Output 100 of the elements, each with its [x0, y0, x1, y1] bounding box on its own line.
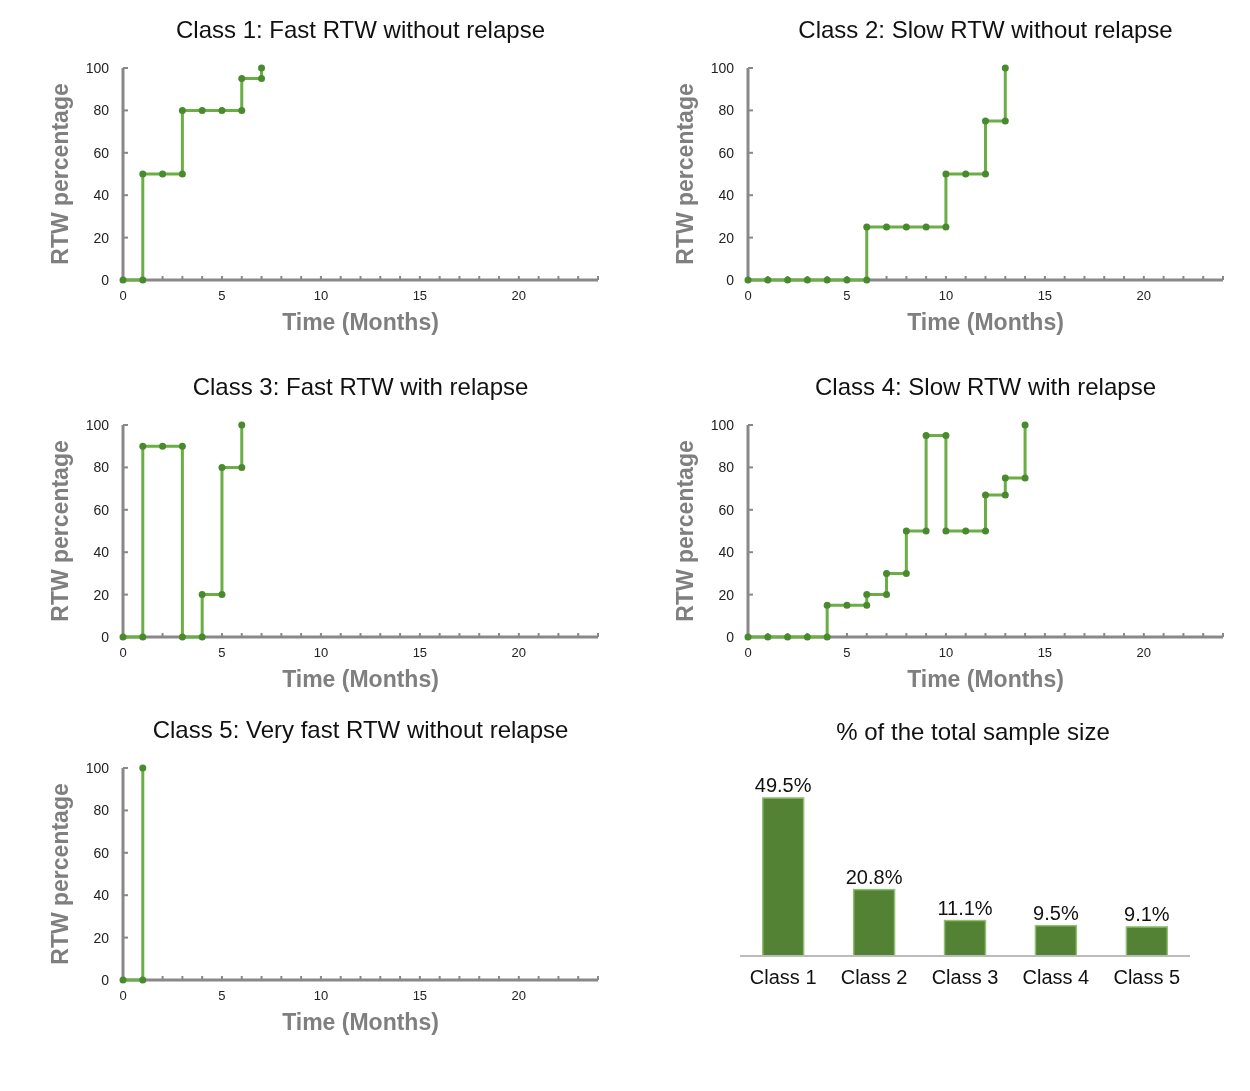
point	[238, 75, 246, 83]
point	[258, 64, 266, 72]
y-tick-label: 100	[710, 417, 735, 433]
point	[883, 569, 891, 577]
y-tick-label: 80	[718, 102, 735, 119]
y-tick-label: 100	[710, 60, 735, 76]
y-axis-title: RTW percentage	[47, 440, 73, 622]
x-tick-label: 5	[843, 645, 851, 660]
point	[139, 170, 147, 178]
x-tick-label: 0	[744, 288, 752, 303]
point	[218, 463, 226, 471]
chart-title: Class 3: Fast RTW with relapse	[192, 373, 529, 400]
x-tick-label: Class 1	[749, 966, 817, 988]
y-tick-label: 60	[718, 144, 735, 161]
x-tick-label: Class 4	[1022, 966, 1090, 988]
point	[863, 591, 871, 599]
point	[258, 75, 266, 83]
x-tick-label: 10	[313, 645, 329, 660]
x-tick-label: Class 2	[840, 966, 908, 988]
point	[843, 601, 851, 609]
y-tick-label: 0	[101, 272, 110, 288]
x-tick-label: Class 5	[1113, 966, 1181, 988]
data-label: 9.5%	[1033, 901, 1079, 924]
point	[863, 223, 871, 231]
point	[178, 170, 186, 178]
y-tick-label: 80	[93, 459, 110, 476]
y-axis-title: RTW percentage	[47, 83, 73, 265]
x-tick-label: 15	[412, 645, 428, 660]
y-tick-label: 20	[93, 586, 110, 603]
point	[1001, 117, 1009, 125]
point	[902, 569, 910, 577]
y-tick-label: 80	[93, 802, 110, 819]
x-axis-title: Time (Months)	[907, 666, 1064, 692]
y-axis-title: RTW percentage	[47, 783, 73, 965]
point	[902, 223, 910, 231]
x-tick-label: 20	[511, 645, 527, 660]
x-tick-label: 5	[218, 288, 226, 303]
x-tick-label: 15	[412, 288, 428, 303]
point	[922, 223, 930, 231]
x-tick-label: 0	[119, 288, 127, 303]
point	[942, 170, 950, 178]
point	[942, 223, 950, 231]
data-label: 49.5%	[754, 774, 812, 796]
point	[159, 170, 167, 178]
x-axis-title: Time (Months)	[907, 309, 1064, 335]
y-tick-label: 40	[718, 187, 735, 204]
y-tick-label: 100	[85, 60, 110, 76]
y-tick-label: 100	[85, 760, 110, 776]
y-tick-label: 40	[93, 887, 110, 904]
point	[198, 106, 206, 114]
point	[823, 601, 831, 609]
y-tick-label: 80	[718, 459, 735, 476]
y-tick-label: 100	[85, 417, 110, 433]
x-axis-title: Time (Months)	[282, 309, 439, 335]
x-tick-label: 5	[218, 988, 226, 1003]
point	[922, 432, 930, 440]
x-tick-label: 15	[1037, 645, 1053, 660]
x-tick-label: 5	[218, 645, 226, 660]
point	[982, 527, 989, 535]
x-axis-title: Time (Months)	[282, 666, 439, 692]
x-tick-label: 0	[744, 645, 752, 660]
chart-title: Class 4: Slow RTW with relapse	[815, 373, 1156, 400]
point	[218, 106, 226, 114]
point	[962, 170, 970, 178]
x-tick-label: 0	[119, 988, 127, 1003]
point	[238, 106, 246, 114]
y-tick-label: 40	[93, 187, 110, 204]
y-tick-label: 20	[93, 929, 110, 946]
point	[922, 527, 930, 535]
y-axis-title: RTW percentage	[672, 440, 698, 622]
bar	[852, 888, 896, 957]
x-tick-label: 20	[1136, 288, 1152, 303]
x-tick-label: 15	[1037, 288, 1053, 303]
y-tick-label: 40	[718, 544, 735, 561]
data-label: 11.1%	[937, 896, 993, 919]
data-label: 9.1%	[1124, 902, 1170, 925]
y-tick-label: 40	[93, 544, 110, 561]
x-tick-label: 10	[938, 645, 954, 660]
chart-title: % of the total sample size	[836, 718, 1110, 745]
point	[1001, 491, 1009, 499]
point	[982, 491, 989, 499]
x-tick-label: 10	[938, 288, 954, 303]
y-tick-label: 60	[93, 501, 110, 518]
point	[942, 527, 950, 535]
chart-title: Class 5: Very fast RTW without relapse	[152, 716, 569, 743]
point	[863, 601, 871, 609]
bar	[1125, 926, 1169, 957]
y-tick-label: 0	[726, 272, 735, 288]
x-axis-title: Time (Months)	[282, 1009, 439, 1035]
point	[178, 442, 186, 450]
x-tick-label: 20	[511, 988, 527, 1003]
point	[1001, 474, 1009, 482]
point	[1021, 421, 1029, 429]
y-tick-label: 60	[93, 144, 110, 161]
x-tick-label: 20	[511, 288, 527, 303]
point	[942, 432, 950, 440]
point	[218, 591, 226, 599]
x-tick-label: 20	[1136, 645, 1152, 660]
point	[883, 591, 891, 599]
point	[139, 442, 147, 450]
